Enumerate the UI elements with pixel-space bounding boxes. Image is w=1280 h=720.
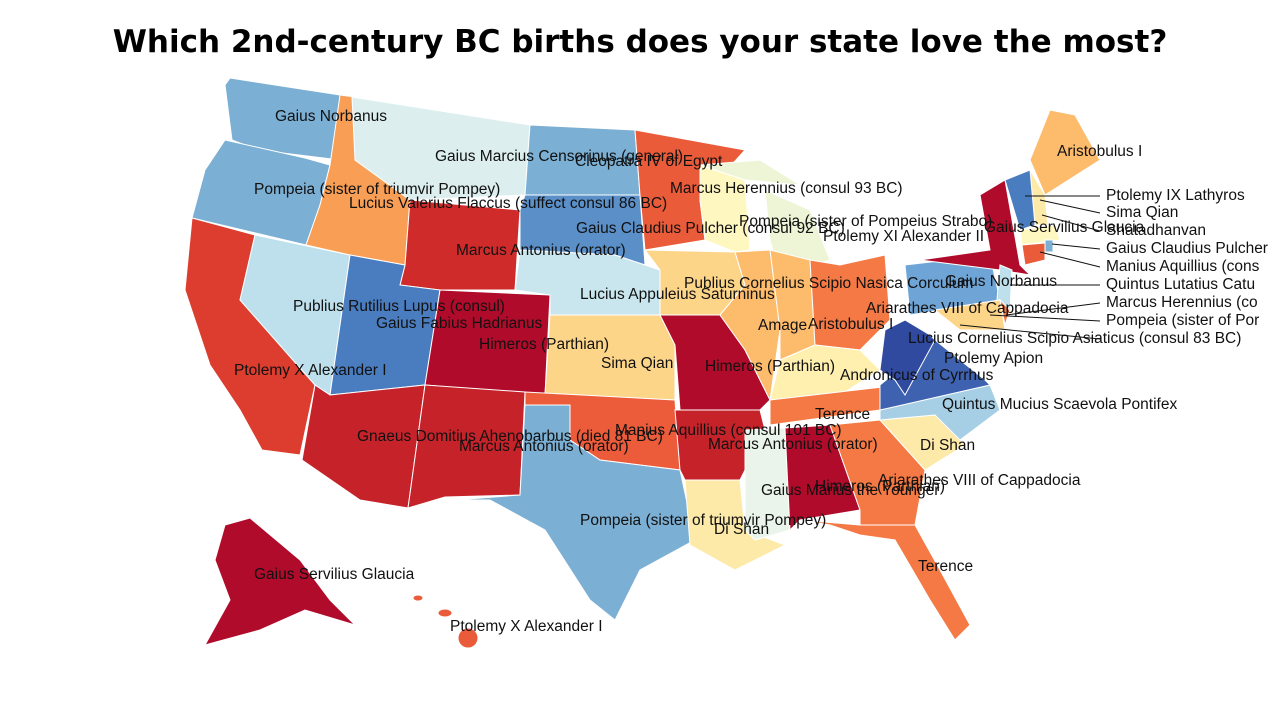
callout-label: Quintus Lutatius Catu [1106, 276, 1255, 293]
state-label: Ptolemy Apion [944, 350, 1043, 367]
callout-line [989, 314, 1101, 322]
state [301, 384, 426, 509]
state-label: Amage [758, 317, 807, 334]
state-label: Ariarathes VIII of Cappadocia [878, 472, 1081, 489]
state [1029, 109, 1101, 196]
state-label: Aristobulus I [808, 316, 893, 333]
state-label: Di Shan [714, 521, 769, 538]
callout-label: Pompeia (sister of Por [1106, 312, 1259, 329]
state [684, 479, 787, 571]
callout-line [1005, 302, 1101, 316]
state [544, 314, 676, 401]
state-label: Pompeia (sister of triumvir Pompey) [580, 512, 826, 529]
callout-line [1039, 251, 1101, 268]
callout-line [1039, 199, 1101, 214]
title: Which 2nd-century BC births does your st… [113, 24, 1168, 60]
state-label: Di Shan [920, 437, 975, 454]
state-label: Ptolemy X Alexander I [450, 618, 603, 635]
state [699, 159, 801, 186]
state-label: Marcus Antonius (orator) [459, 438, 629, 455]
state-label: Terence [815, 406, 870, 423]
state [1021, 242, 1046, 266]
callout-line [959, 324, 1101, 340]
state-label: Cleopatra IV of Egypt [575, 153, 723, 170]
state-label: Himeros (Parthian) [815, 478, 945, 495]
state-label: Lucius Appuleius Saturninus [580, 286, 775, 303]
callout-lines [959, 195, 1101, 340]
callout-label: Manius Aquillius (cons [1106, 258, 1260, 275]
state [999, 298, 1011, 327]
state [799, 519, 971, 641]
state-label: Gaius Servilius Glaucia [984, 219, 1145, 236]
state-label: Marcus Antonius (orator) [708, 436, 878, 453]
callout-label: Marcus Herennius (co [1106, 294, 1258, 311]
state-label: Publius Cornelius Scipio Nasica Corculum [684, 275, 973, 292]
callout-label: Sima Qian [1106, 204, 1178, 221]
state [351, 96, 531, 201]
callout-label: Shatadhanvan [1106, 222, 1206, 239]
state [1004, 169, 1036, 231]
callouts: Ptolemy IX Lathyros Sima Qian Shatadhanv… [908, 187, 1268, 347]
state-label: Gaius Marius the Younger [761, 482, 939, 499]
state-label: Sima Qian [601, 355, 673, 372]
states [184, 77, 1101, 649]
state-label: Gaius Norbanus [275, 108, 387, 125]
state-label: Terence [918, 558, 973, 575]
state [437, 608, 453, 618]
callout-label: Lucius Cornelius Scipio Asiaticus (consu… [908, 330, 1241, 347]
state-label: Marcus Herennius (consul 93 BC) [670, 180, 903, 197]
state-label: Ptolemy XI Alexander II [823, 228, 984, 245]
state [203, 517, 356, 646]
state-label: Quintus Mucius Scaevola Pontifex [942, 396, 1177, 413]
state-label: Aristobulus I [1057, 143, 1142, 160]
state-label: Gaius Claudius Pulcher (consul 92 BC) [576, 220, 845, 237]
state-label: Gaius Fabius Hadrianus [376, 315, 543, 332]
state-label: Ariarathes VIII of Cappadocia [866, 300, 1069, 317]
state-label: Gaius Marcius Censorinus (general) [435, 148, 683, 165]
callout-line [1041, 214, 1101, 232]
state-label: Himeros (Parthian) [479, 336, 609, 353]
state [879, 319, 936, 396]
state-label: Andronicus of Cyrrhus [840, 367, 994, 384]
state [784, 424, 861, 532]
state [454, 404, 696, 621]
state-label: Gaius Norbanus [945, 273, 1057, 290]
state-label: Marcus Antonius (orator) [456, 242, 626, 259]
callout-label: Ptolemy IX Lathyros [1106, 187, 1245, 204]
state-label: Himeros (Parthian) [705, 358, 835, 375]
state [1044, 239, 1054, 253]
state-label: Pompeia (sister of Pompeius Strabo) [739, 213, 992, 230]
labels: Gaius Norbanus Gaius Marcius Censorinus … [234, 108, 1177, 635]
state-label: Manius Aquillius (consul 101 BC) [615, 422, 842, 439]
state-label: Pompeia (sister of triumvir Pompey) [254, 181, 500, 198]
state [412, 594, 424, 602]
callout-line [1051, 243, 1101, 250]
state-label: Lucius Valerius Flaccus (suffect consul … [349, 195, 667, 212]
state-label: Publius Rutilius Lupus (consul) [293, 298, 505, 315]
state-label: Gnaeus Domitius Ahenobarbus (died 81 BC) [357, 428, 663, 445]
state [457, 627, 479, 649]
state-label: Ptolemy X Alexander I [234, 362, 387, 379]
state [744, 427, 791, 541]
state-label: Gaius Servilius Glaucia [254, 566, 415, 583]
callout-label: Gaius Claudius Pulcher [1106, 240, 1268, 257]
state [407, 384, 526, 509]
